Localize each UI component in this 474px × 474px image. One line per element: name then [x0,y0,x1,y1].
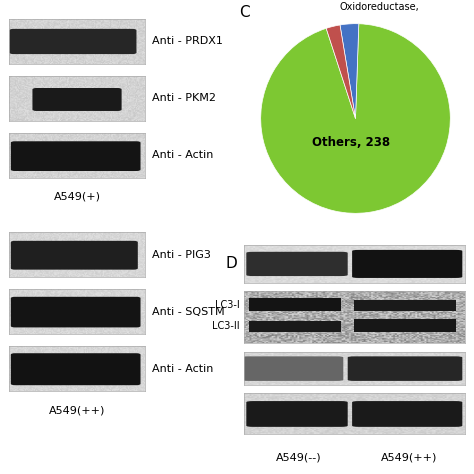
FancyBboxPatch shape [352,250,462,278]
FancyBboxPatch shape [246,401,348,427]
FancyBboxPatch shape [248,321,341,332]
Text: A549(--): A549(--) [276,453,322,463]
FancyBboxPatch shape [11,297,140,328]
FancyBboxPatch shape [348,356,462,381]
Text: Anti - Actin: Anti - Actin [152,150,213,160]
FancyBboxPatch shape [9,29,137,54]
Text: Anti - Actin: Anti - Actin [152,364,213,374]
FancyBboxPatch shape [354,301,456,311]
FancyBboxPatch shape [246,252,348,276]
Text: LC3-I: LC3-I [215,300,239,310]
Text: A549(++): A549(++) [381,453,438,463]
FancyBboxPatch shape [354,319,456,332]
FancyBboxPatch shape [242,356,343,381]
Wedge shape [261,24,450,213]
FancyBboxPatch shape [11,353,140,385]
FancyBboxPatch shape [32,88,122,111]
Text: LC3-II: LC3-II [212,321,239,331]
Text: A549(+): A549(+) [54,192,100,202]
Text: Anti - PKM2: Anti - PKM2 [152,93,216,103]
Text: Anti - PRDX1: Anti - PRDX1 [152,36,223,46]
FancyBboxPatch shape [11,141,140,171]
Wedge shape [340,24,359,119]
FancyBboxPatch shape [248,298,341,311]
Text: Anti - PIG3: Anti - PIG3 [152,250,210,260]
Text: D: D [225,256,237,271]
Text: Oxidoreductase,: Oxidoreductase, [339,1,419,12]
FancyBboxPatch shape [11,241,138,270]
FancyBboxPatch shape [352,401,462,427]
Text: C: C [239,5,250,20]
Wedge shape [326,25,356,118]
Text: Anti - SQSTM: Anti - SQSTM [152,307,224,317]
Text: Others, 238: Others, 238 [312,136,390,149]
Text: A549(++): A549(++) [49,405,105,415]
